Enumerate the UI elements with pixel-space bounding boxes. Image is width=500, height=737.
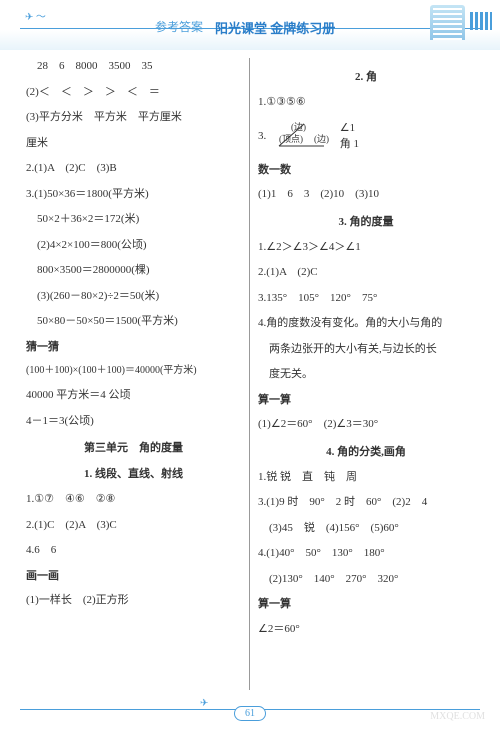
text-line: 两条边张开的大小有关,与边长的长 (258, 341, 474, 358)
text-line: 4－1＝3(公顷) (26, 413, 241, 430)
angle-line: 3. (顶点) (边) (边) ∠1 角 1 (258, 120, 474, 153)
footer-decoration: ✈ (200, 698, 208, 709)
text-line: 1.①③⑤⑥ (258, 94, 474, 111)
angle-diagram: (顶点) (边) (边) (269, 121, 329, 151)
text-line: 40000 平方米＝4 公顷 (26, 387, 241, 404)
section1-title: 1. 线段、直线、射线 (26, 465, 241, 481)
page-number: 61 (234, 706, 266, 721)
text-line: (3)平方分米 平方米 平方厘米 (26, 109, 241, 126)
text-line: 4.6 6 (26, 542, 241, 559)
edge2-label: (边) (314, 133, 329, 147)
content-area: 28 6 8000 3500 35 (2)＜ ＜ ＞ ＞ ＜ ＝ (3)平方分米… (0, 50, 500, 690)
edge1-label: (边) (291, 121, 306, 135)
text-line: (1)∠2＝60° (2)∠3＝30° (258, 416, 474, 433)
unit3-title: 第三单元 角的度量 (26, 439, 241, 455)
subtitle-calc1: 算一算 (258, 392, 474, 409)
section3-title: 3. 角的度量 (258, 213, 474, 229)
text-line: 2.(1)A (2)C (3)B (26, 160, 241, 177)
text-line: 1.∠2＞∠3＞∠4＞∠1 (258, 239, 474, 256)
text-line: (2)＜ ＜ ＞ ＞ ＜ ＝ (26, 84, 241, 101)
building-decoration (430, 5, 465, 40)
subtitle-guess: 猜一猜 (26, 339, 241, 356)
text-line: (2)4×2×100＝800(公顷) (26, 237, 241, 254)
subtitle-draw: 画一画 (26, 568, 241, 585)
text-line: 2.(1)A (2)C (258, 264, 474, 281)
header-ref: 参考答案 (155, 18, 203, 35)
text-line: 度无关。 (258, 366, 474, 383)
bars-decoration (470, 12, 492, 30)
text-line: 1.①⑦ ④⑥ ②⑧ (26, 491, 241, 508)
angle-name: 角 1 (340, 136, 359, 153)
section4-title: 4. 角的分类,画角 (258, 443, 474, 459)
angle-labels: ∠1 角 1 (340, 120, 359, 153)
text-line: 厘米 (26, 135, 241, 152)
header-title: 阳光课堂 金牌练习册 (215, 18, 335, 37)
section2-title: 2. 角 (258, 68, 474, 84)
watermark: MXQE.COM (430, 711, 485, 722)
text-line: (100＋100)×(100＋100)＝40000(平方米) (26, 363, 241, 378)
item-3: 3. (258, 130, 266, 142)
text-line: 3.(1)9 时 90° 2 时 60° (2)2 4 (258, 494, 474, 511)
text-line: (1)一样长 (2)正方形 (26, 592, 241, 609)
text-line: 4.(1)40° 50° 130° 180° (258, 545, 474, 562)
left-column: 28 6 8000 3500 35 (2)＜ ＜ ＞ ＞ ＜ ＝ (3)平方分米… (18, 58, 250, 690)
page-footer: ✈ 61 (0, 709, 500, 729)
text-line: 2.(1)C (2)A (3)C (26, 517, 241, 534)
text-line: ∠2＝60° (258, 621, 474, 638)
text-line: 50×80－50×50＝1500(平方米) (26, 313, 241, 330)
subtitle-calc2: 算一算 (258, 596, 474, 613)
text-line: (3)(260－80×2)÷2＝50(米) (26, 288, 241, 305)
text-line: 800×3500＝2800000(棵) (26, 262, 241, 279)
text-line: 4.角的度数没有变化。角的大小与角的 (258, 315, 474, 332)
right-column: 2. 角 1.①③⑤⑥ 3. (顶点) (边) (边) ∠1 角 1 数一数 (… (250, 58, 482, 690)
vertex-label: (顶点) (279, 133, 303, 147)
page-header: ✈ ～ 参考答案 阳光课堂 金牌练习册 (0, 0, 500, 50)
text-line: 1.锐 锐 直 钝 周 (258, 469, 474, 486)
text-line: (3)45 锐 (4)156° (5)60° (258, 520, 474, 537)
bird-decoration: ✈ ～ (25, 8, 46, 23)
text-line: 50×2＋36×2＝172(米) (26, 211, 241, 228)
subtitle-count: 数一数 (258, 162, 474, 179)
text-line: 28 6 8000 3500 35 (26, 58, 241, 75)
text-line: (2)130° 140° 270° 320° (258, 571, 474, 588)
text-line: (1)1 6 3 (2)10 (3)10 (258, 186, 474, 203)
angle-1: ∠1 (340, 120, 359, 137)
text-line: 3.135° 105° 120° 75° (258, 290, 474, 307)
text-line: 3.(1)50×36＝1800(平方米) (26, 186, 241, 203)
